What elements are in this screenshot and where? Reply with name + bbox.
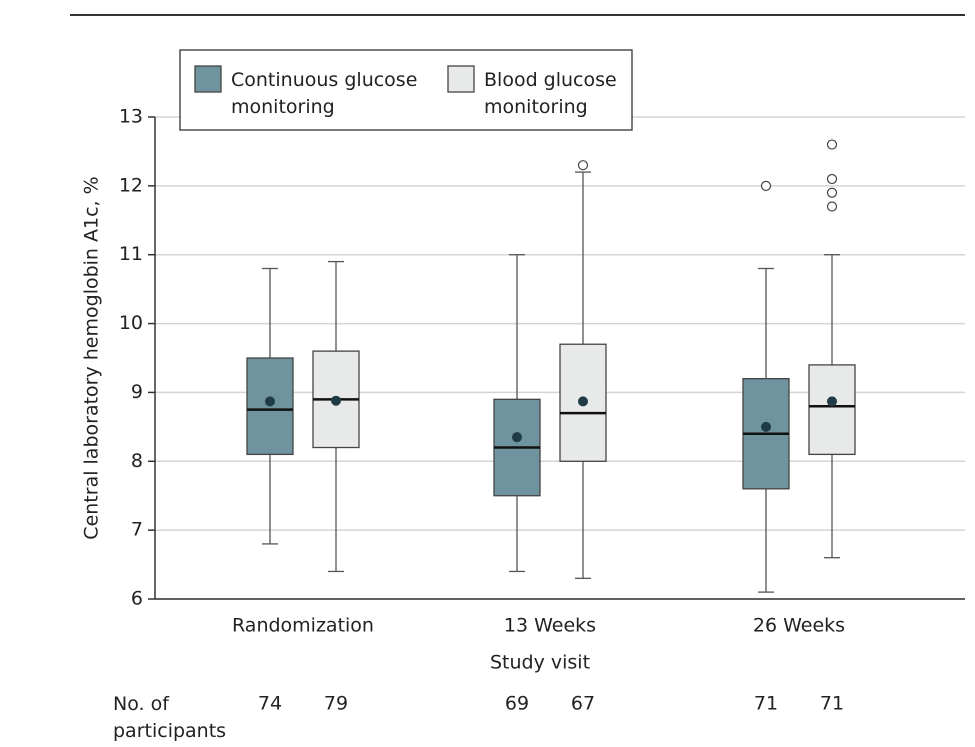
legend-label-line: monitoring [231,96,335,118]
y-tick-label: 12 [119,174,143,196]
participant-count: 79 [324,693,348,715]
legend-frame [179,49,633,131]
legend-swatch [194,65,222,93]
y-tick-label: 13 [119,106,143,128]
legend-label-line: Continuous glucose [231,69,417,91]
mean [761,421,771,432]
participant-count: 74 [258,693,282,715]
x-tick-label: 13 Weeks [504,615,596,637]
count-label-line: No. of [113,693,170,715]
legend-swatch [447,65,475,93]
mean [331,395,341,406]
count-label: No. of participants [113,693,226,742]
y-tick-label: 8 [131,450,143,472]
y-tick-label: 9 [131,381,143,403]
count-label-line: participants [113,720,226,742]
legend-label-line: monitoring [484,96,588,118]
outlier [826,173,838,185]
outlier [760,180,772,191]
mean [512,432,522,443]
y-tick-label: 7 [131,519,143,541]
box [808,364,856,456]
x-tick-label: Randomization [232,615,374,637]
participant-count: 71 [820,693,844,715]
outlier [826,201,838,212]
legend-label-line: Blood glucose [484,69,617,91]
y-tick-label: 10 [119,312,143,334]
legend-label: Blood glucose monitoring [484,69,617,118]
mean [578,396,588,407]
y-axis-title: Central laboratory hemoglobin A1c, % [81,176,103,539]
participant-count: 69 [505,693,529,715]
x-axis-title: Study visit [490,652,590,674]
outlier [826,187,838,198]
mean [827,396,837,407]
y-tick-label: 11 [119,243,143,265]
participant-count: 71 [754,693,778,715]
legend-label: Continuous glucose monitoring [231,69,417,118]
participant-count: 67 [571,693,595,715]
outlier [826,139,838,150]
x-tick-label: 26 Weeks [753,615,845,637]
mean [265,396,275,407]
y-tick-label: 6 [131,588,143,610]
outlier [577,160,589,171]
